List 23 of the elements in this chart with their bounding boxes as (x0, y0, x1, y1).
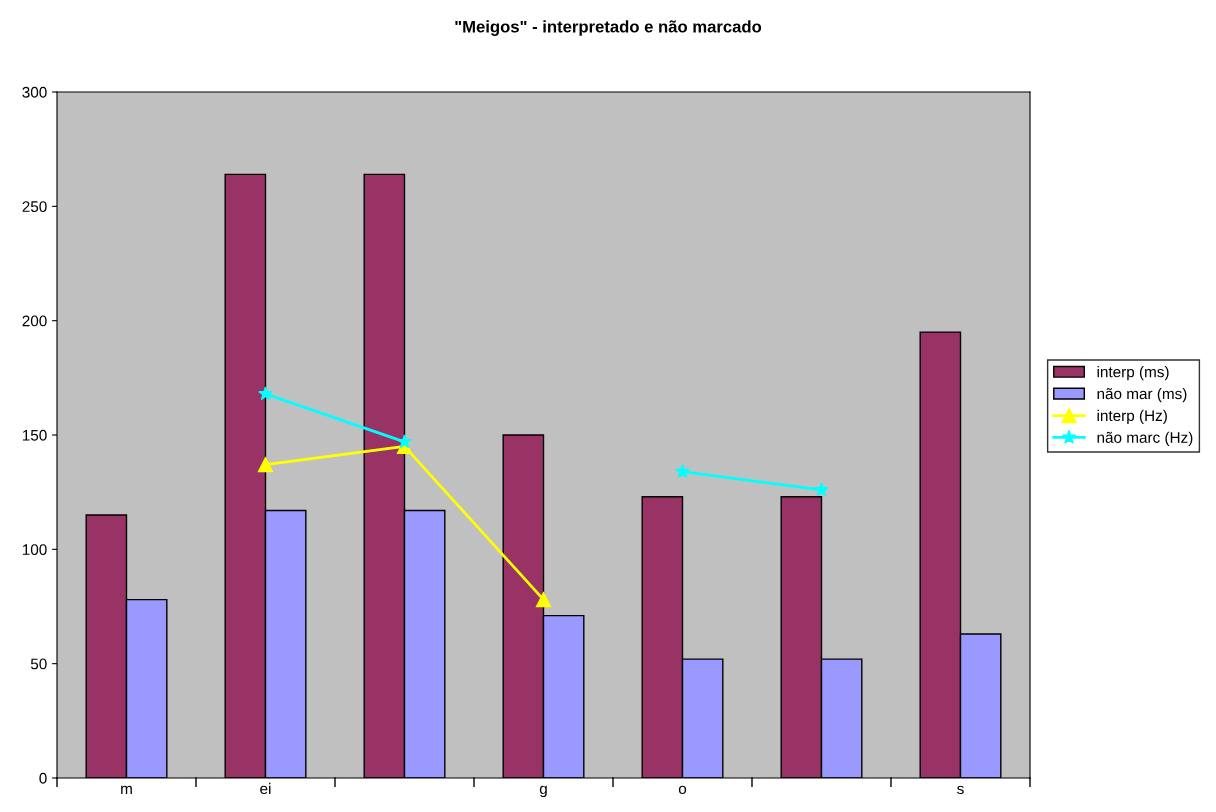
y-tick-label: 100 (22, 544, 47, 556)
y-tick-label: 150 (22, 429, 47, 441)
chart-title: "Meigos" - interpretado e não marcado (455, 20, 762, 36)
legend-label: não mar (ms) (1097, 387, 1187, 403)
y-tick-label: 0 (39, 772, 47, 784)
point (814, 482, 829, 497)
y-tick-label: 200 (22, 315, 47, 327)
point (535, 592, 552, 608)
y-tick-label: 250 (22, 201, 47, 213)
point (258, 386, 273, 401)
x-tick-label: m (121, 785, 132, 794)
y-tick-label: 50 (30, 658, 47, 670)
x-tick-label: ei (260, 782, 271, 795)
point (397, 434, 412, 449)
legend-label: não marc (Hz) (1097, 431, 1193, 446)
point (257, 457, 274, 473)
x-tick-label: s (957, 785, 964, 795)
x-tick-label: o (678, 785, 687, 795)
legend-label: interp (Hz) (1097, 409, 1167, 425)
point (675, 463, 690, 478)
legend-label: interp (ms) (1097, 366, 1169, 381)
y-tick-label: 300 (22, 86, 47, 98)
x-tick-label: g (539, 785, 547, 798)
